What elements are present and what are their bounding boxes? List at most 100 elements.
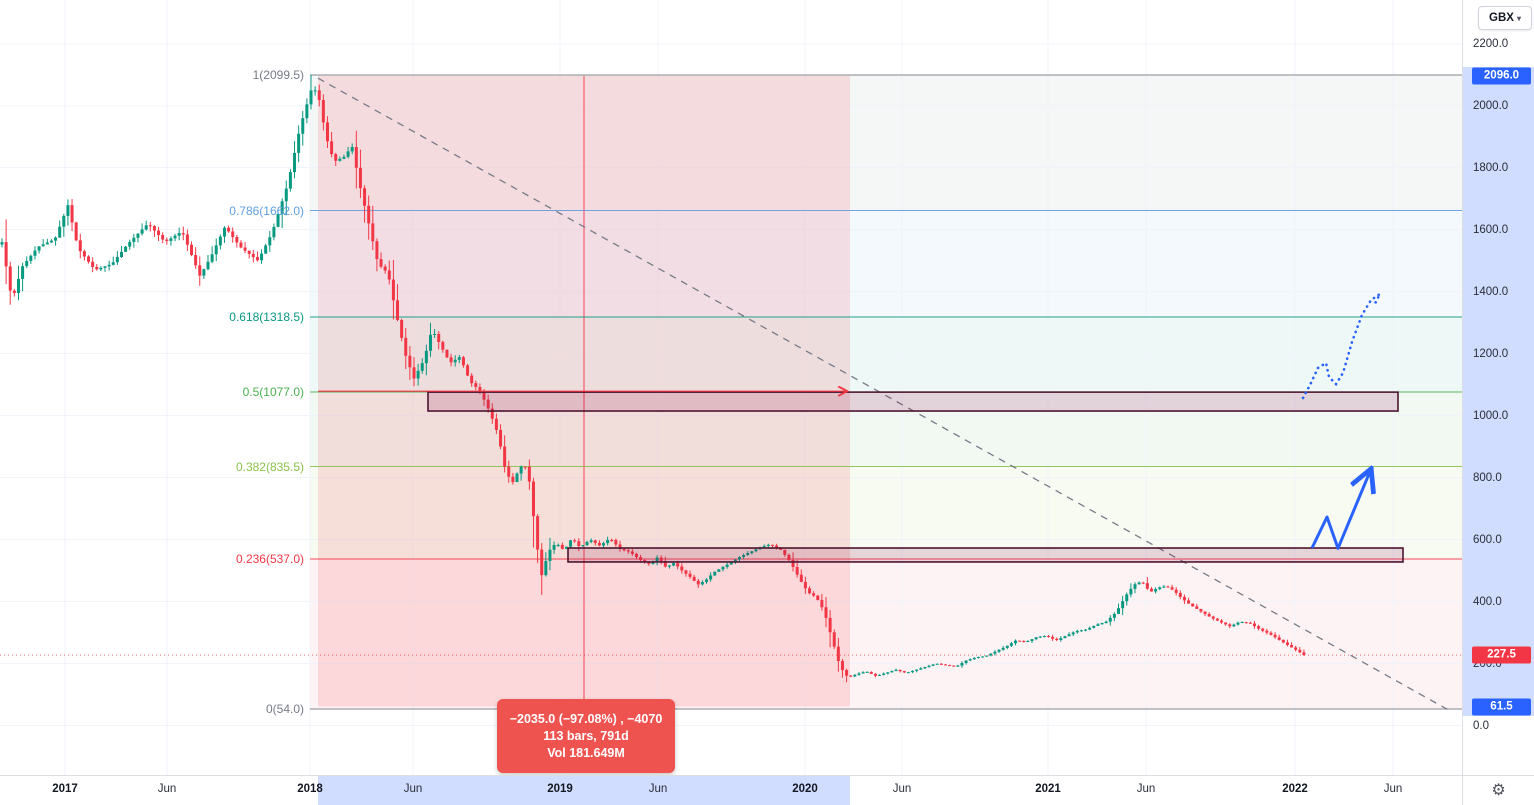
candle-body — [713, 571, 717, 576]
candle-body — [1133, 584, 1137, 589]
candle-body — [1298, 649, 1302, 653]
candle-body — [1269, 632, 1273, 635]
candle-body — [1285, 642, 1289, 645]
candle-body — [696, 580, 700, 585]
candle-body — [639, 557, 643, 561]
candle-body — [1281, 639, 1285, 643]
candle-body — [367, 205, 371, 224]
candle-body — [1141, 582, 1145, 584]
candle-body — [128, 241, 132, 247]
trendline-dashed[interactable] — [317, 77, 1453, 713]
candle-body — [606, 539, 610, 544]
candle-body — [791, 559, 795, 567]
candle-body — [828, 617, 832, 633]
candle-body — [630, 551, 634, 554]
candle-body — [878, 674, 882, 676]
candle-body — [840, 660, 844, 671]
candle-body — [931, 664, 935, 666]
candle-body — [733, 559, 737, 563]
candle-body — [111, 262, 115, 265]
axis-corner: ⚙ — [1462, 775, 1534, 805]
time-tick-label: 2022 — [1282, 783, 1308, 795]
candle-body — [4, 242, 8, 267]
candle-body — [119, 251, 123, 258]
zone-box[interactable] — [567, 547, 1404, 563]
candle-body — [428, 334, 432, 351]
candle-body — [1191, 603, 1195, 607]
candle-body — [169, 238, 173, 241]
candle-body — [787, 554, 791, 560]
candle-body — [1112, 613, 1116, 618]
candle-body — [1117, 608, 1121, 614]
candle-body — [972, 657, 976, 660]
measure-tooltip: −2035.0 (−97.08%) , −4070 113 bars, 791d… — [497, 699, 675, 773]
candle-body — [78, 240, 82, 252]
candle-body — [1178, 592, 1182, 597]
candle-body — [124, 246, 128, 252]
time-axis[interactable]: 2017 Jun 2018 Jun 2019 Jun 2020 Jun 2021 Jun 2022 J… — [0, 775, 1462, 805]
candle-body — [1096, 624, 1100, 626]
candle-body — [420, 363, 424, 371]
candle-body — [350, 147, 354, 152]
candle-body — [16, 278, 20, 293]
candle-body — [404, 337, 408, 356]
candle-body — [342, 156, 346, 159]
price-chart-svg[interactable] — [0, 0, 1462, 775]
candle-body — [37, 246, 41, 251]
candle-body — [305, 104, 309, 119]
currency-selector[interactable]: GBX ▾ — [1478, 6, 1532, 30]
candle-body — [836, 646, 840, 661]
time-tick-label: Jun — [157, 783, 177, 795]
chart-settings-gear-icon[interactable]: ⚙ — [1491, 782, 1506, 799]
candle-body — [1261, 628, 1265, 631]
zone-box[interactable] — [427, 391, 1399, 412]
candle-body — [486, 399, 490, 409]
chart-pane[interactable]: 1(2099.5) 0.786(1662.0) 0.618(1318.5) 0.5(1… — [0, 0, 1462, 775]
candle-body — [742, 555, 746, 558]
candle-body — [33, 250, 37, 256]
candle-body — [198, 265, 202, 276]
candle-body — [503, 446, 507, 467]
time-tick-label: 2021 — [1035, 783, 1061, 795]
candle-body — [783, 549, 787, 555]
candle-body — [412, 367, 416, 379]
candle-body — [25, 260, 29, 267]
price-axis[interactable]: 2200.0 2000.0 1800.0 1600.0 1400.0 1200.0 1000… — [1462, 0, 1534, 775]
candle-body — [709, 575, 713, 580]
candle-body — [255, 257, 259, 261]
dotted-projection-drawing[interactable] — [1301, 292, 1382, 400]
fib-band-fill — [310, 74, 1462, 211]
candle-body — [602, 543, 606, 546]
candle-body — [82, 251, 86, 257]
candle-body — [21, 266, 25, 279]
candle-body — [1162, 586, 1166, 588]
candle-body — [1092, 625, 1096, 628]
candle-body — [585, 541, 589, 546]
time-tick-label: Jun — [648, 783, 668, 795]
candle-body — [330, 141, 334, 155]
candle-body — [375, 241, 379, 260]
candle-body — [140, 229, 144, 234]
candle-body — [1088, 627, 1092, 630]
candle-body — [906, 672, 910, 674]
candle-body — [956, 665, 960, 667]
fib-level-label: 1(2099.5) — [252, 67, 304, 82]
candle-body — [976, 657, 980, 659]
candle-body — [416, 370, 420, 379]
candle-body — [1257, 626, 1261, 629]
candle-body — [206, 261, 210, 270]
candle-body — [227, 227, 231, 232]
candle-body — [152, 226, 156, 231]
candle-body — [1166, 586, 1170, 588]
candle-body — [684, 570, 688, 574]
candle-body — [1005, 645, 1009, 648]
price-tick-label: 1200.0 — [1473, 347, 1509, 360]
candle-body — [1252, 623, 1256, 627]
candle-body — [251, 253, 255, 258]
candle-body — [507, 466, 511, 477]
candle-body — [1075, 630, 1079, 633]
candle-body — [729, 562, 733, 565]
zigzag-arrow-drawing[interactable] — [1310, 471, 1370, 550]
price-tick-label: 400.0 — [1473, 595, 1502, 608]
candle-body — [1067, 634, 1071, 637]
